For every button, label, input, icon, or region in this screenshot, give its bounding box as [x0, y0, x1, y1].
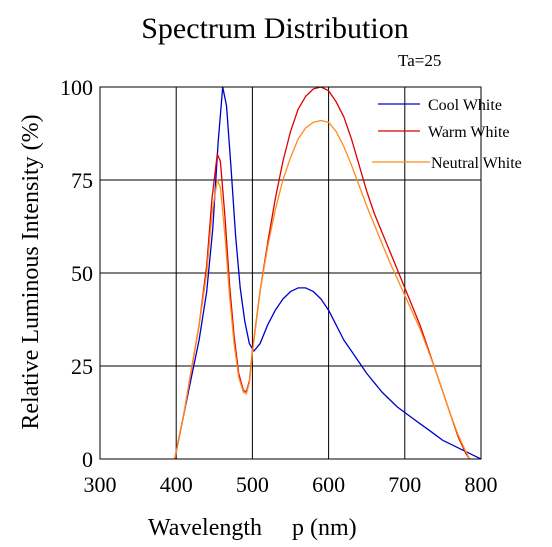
- x-tick-label: 300: [84, 472, 117, 497]
- x-tick-label: 400: [160, 472, 193, 497]
- chart-title: Spectrum Distribution: [141, 12, 408, 45]
- series-lines: [174, 86, 482, 460]
- x-tick-label: 800: [465, 472, 498, 497]
- series-line-warm-white: [174, 86, 471, 460]
- x-tick-label: 700: [388, 472, 421, 497]
- series-line-cool-white: [174, 86, 482, 460]
- plot-border: [99, 86, 482, 460]
- legend-label: Warm White: [428, 124, 510, 141]
- grid: [100, 87, 481, 459]
- y-tick-label: 100: [60, 75, 93, 100]
- chart-subtitle: Ta=25: [398, 51, 441, 70]
- y-tick-label: 50: [71, 261, 93, 286]
- y-axis-label: Relative Luminous Intensity (%): [18, 114, 44, 429]
- legend-label: Cool White: [428, 97, 502, 114]
- x-axis-label: Wavelength p (nm): [148, 515, 357, 541]
- tick-labels: 300 400 500 600 700 800 0 25 50 75 100: [60, 75, 498, 497]
- x-tick-label: 600: [312, 472, 345, 497]
- legend: Cool White Warm White Neutral White: [372, 97, 522, 172]
- series-line-neutral-white: [174, 119, 471, 460]
- legend-label: Neutral White: [431, 155, 522, 172]
- x-tick-label: 500: [236, 472, 269, 497]
- y-tick-label: 25: [71, 354, 93, 379]
- y-tick-label: 75: [71, 168, 93, 193]
- y-tick-label: 0: [82, 447, 93, 472]
